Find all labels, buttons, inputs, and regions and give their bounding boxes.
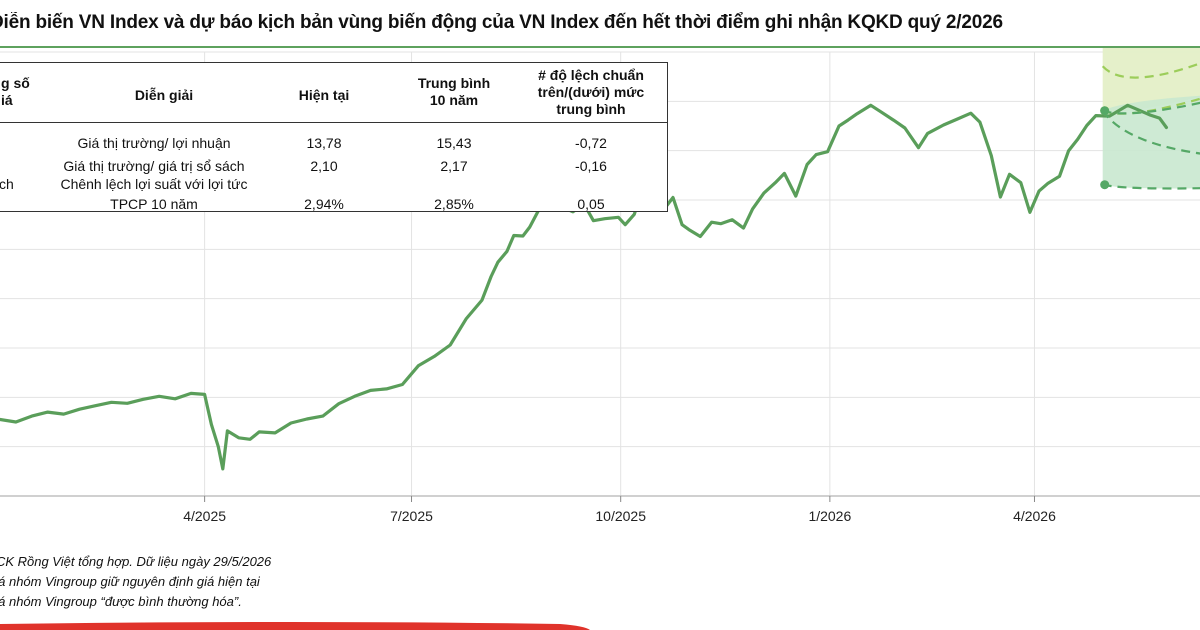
row-label-cut: ch bbox=[0, 176, 14, 192]
source-notes: TCK Rồng Việt tổng hợp. Dữ liệu ngày 29/… bbox=[0, 552, 271, 612]
note-line: giá nhóm Vingroup “được bình thường hóa”… bbox=[0, 594, 242, 609]
forecast-start-point bbox=[1100, 106, 1110, 116]
lower-zone-bottom-boundary bbox=[1102, 183, 1200, 190]
header-current: Hiện tại bbox=[298, 87, 350, 103]
header-col0: g số iá bbox=[1, 75, 30, 108]
forecast-boundaries bbox=[1100, 62, 1200, 190]
row-current: 2,10 bbox=[310, 158, 338, 174]
lower-forecast-zone bbox=[1102, 95, 1200, 189]
row-average: 2,85% bbox=[434, 196, 474, 212]
row-average: 2,17 bbox=[440, 158, 468, 174]
title-divider bbox=[0, 46, 1200, 48]
row-current: 13,78 bbox=[306, 135, 342, 151]
table-divider bbox=[0, 122, 667, 123]
row-label-line2: TPCP 10 năm bbox=[110, 196, 198, 212]
row-deviation: -0,16 bbox=[575, 158, 607, 174]
row-label: Chênh lệch lợi suất với lợi tức bbox=[60, 176, 248, 192]
chart-title: Diễn biến VN Index và dự báo kịch bản vù… bbox=[0, 12, 1003, 33]
row-deviation: -0,72 bbox=[575, 135, 607, 151]
note-line: giá nhóm Vingroup giữ nguyên định giá hi… bbox=[0, 574, 260, 589]
header-std-deviation: # độ lệch chuẩn trên/(dưới) mức trung bình bbox=[537, 67, 645, 117]
x-tick-label: 10/2025 bbox=[595, 508, 646, 524]
valuation-table: g số iá Diễn giải Hiện tại Trung bình 10 n… bbox=[0, 62, 668, 212]
x-tick-label: 4/2026 bbox=[1013, 508, 1056, 524]
forecast-start-point bbox=[1100, 180, 1110, 190]
x-tick-label: 1/2026 bbox=[808, 508, 851, 524]
x-tick-label: 7/2025 bbox=[390, 508, 433, 524]
header-description: Diễn giải bbox=[134, 87, 194, 103]
footer-accent-band bbox=[0, 622, 590, 630]
row-average: 15,43 bbox=[436, 135, 472, 151]
lower-zone-top-boundary bbox=[1102, 101, 1200, 115]
x-tick-label: 4/2025 bbox=[183, 508, 226, 524]
forecast-zones bbox=[1102, 48, 1200, 189]
upper-forecast-zone bbox=[1102, 48, 1200, 112]
row-current: 2,94% bbox=[304, 196, 344, 212]
header-10y-average: Trung bình 10 năm bbox=[417, 75, 491, 108]
row-deviation: 0,05 bbox=[577, 196, 605, 212]
note-line: TCK Rồng Việt tổng hợp. Dữ liệu ngày 29/… bbox=[0, 554, 272, 569]
row-label: Giá thị trường/ lợi nhuận bbox=[77, 135, 231, 151]
row-label: Giá thị trường/ giá trị sổ sách bbox=[63, 158, 245, 174]
upper-zone-mid-boundary bbox=[1101, 62, 1200, 79]
